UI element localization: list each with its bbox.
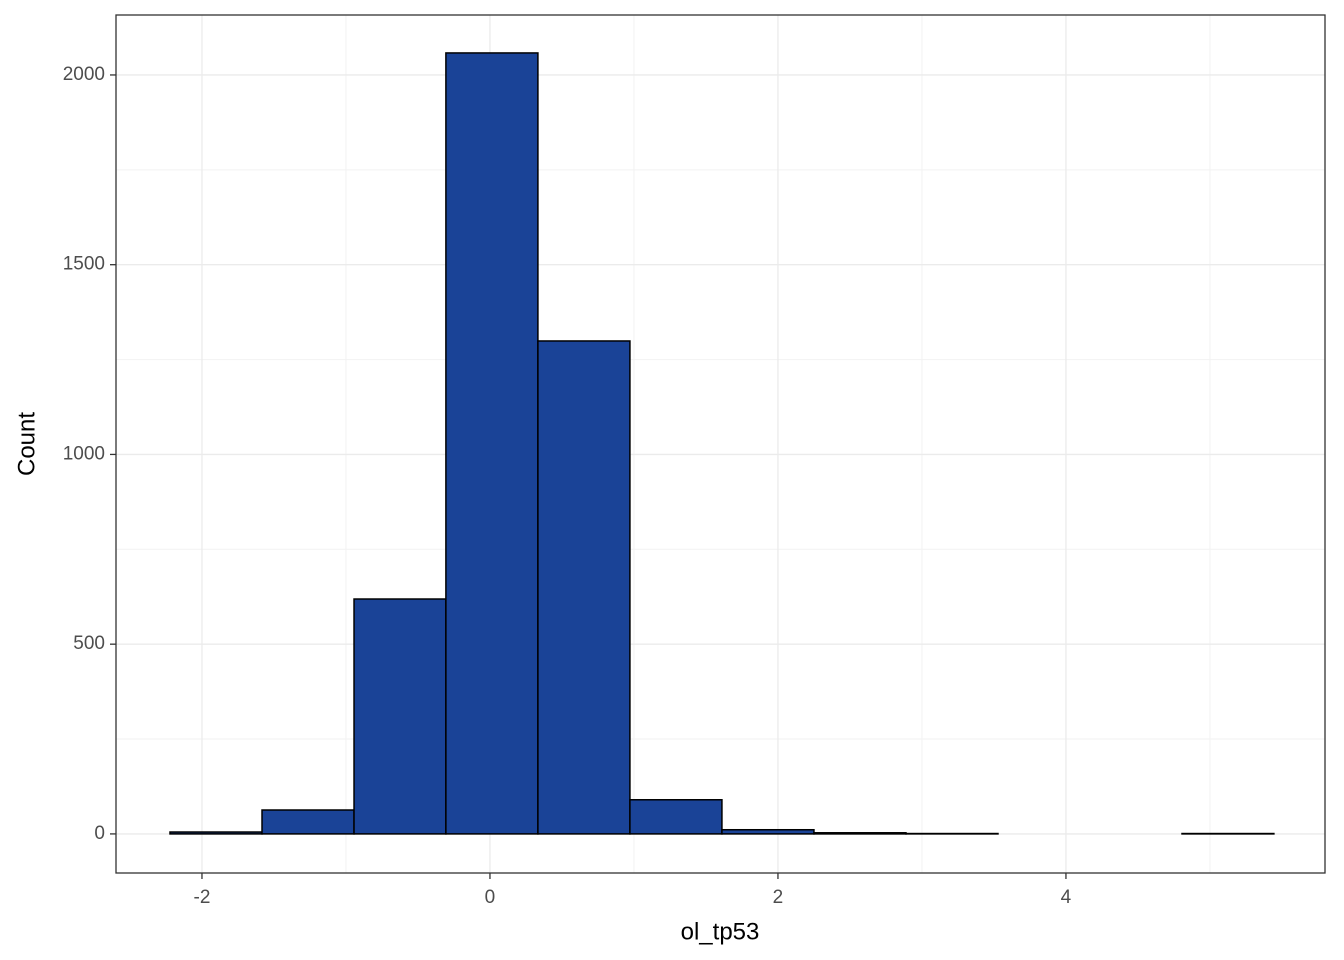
bar (445, 52, 539, 835)
x-tick-label: -2 (194, 887, 211, 908)
y-tick-label: 0 (94, 823, 105, 844)
plot-area (116, 15, 1325, 873)
bar (353, 598, 447, 835)
y-tick-label: 1500 (63, 254, 105, 275)
y-tick-label: 500 (73, 633, 105, 654)
bar (629, 799, 723, 835)
x-tick-label: 4 (1061, 887, 1072, 908)
y-tick-label: 2000 (63, 64, 105, 85)
bar (721, 828, 815, 835)
y-tick-label: 1000 (63, 443, 105, 464)
x-tick-label: 0 (485, 887, 496, 908)
y-axis-title: Count (13, 412, 40, 476)
x-tick-label: 2 (773, 887, 784, 908)
x-axis-title: ol_tp53 (681, 918, 760, 945)
bar (813, 832, 907, 835)
panel-border (115, 14, 1326, 874)
bar (169, 831, 263, 835)
bar (537, 340, 631, 835)
bar (261, 809, 355, 835)
